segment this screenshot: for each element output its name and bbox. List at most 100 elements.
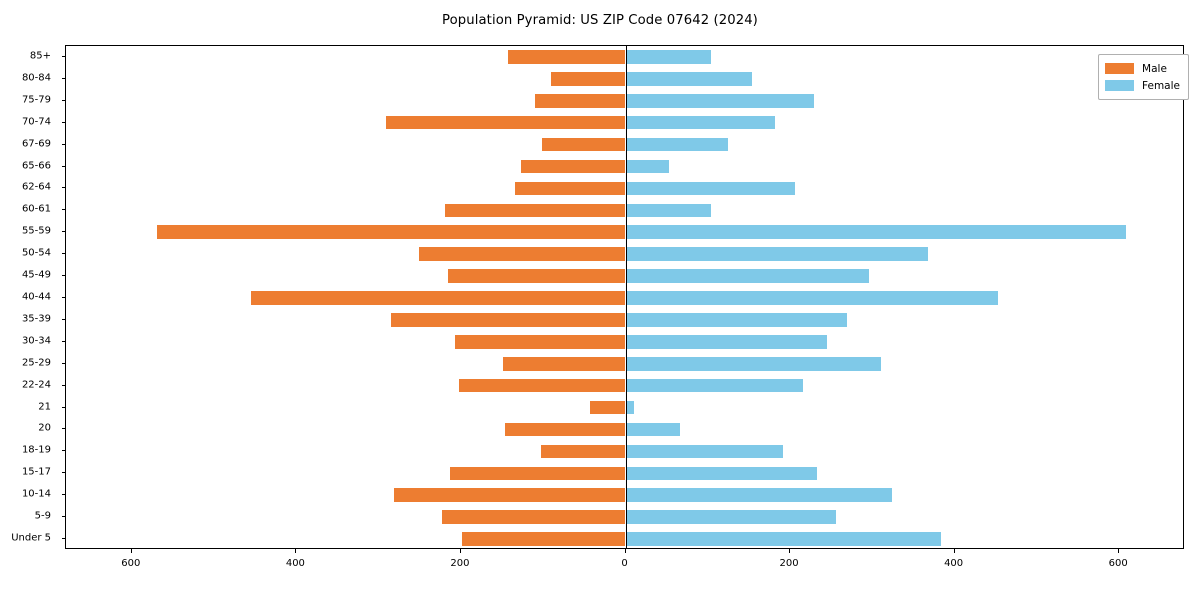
bar-row xyxy=(66,532,1183,546)
y-tick-mark xyxy=(61,99,65,101)
bar-row xyxy=(66,247,1183,261)
bar-male xyxy=(157,225,626,240)
bar-row xyxy=(66,269,1183,283)
legend-swatch-icon xyxy=(1105,80,1135,91)
bar-female xyxy=(625,378,804,393)
bar-row xyxy=(66,466,1183,481)
bar-male xyxy=(507,50,626,64)
bar-female xyxy=(625,225,1126,240)
y-tick-mark xyxy=(61,340,65,342)
bar-row xyxy=(66,203,1183,218)
y-tick-label: 62-64 xyxy=(21,181,51,193)
x-axis: 600 400 200 0 200 400 600 xyxy=(0,549,1200,589)
bar-male xyxy=(455,335,626,349)
y-tick-mark xyxy=(61,143,65,145)
bar-male xyxy=(394,488,626,502)
bar-row xyxy=(66,400,1183,415)
bar-male xyxy=(442,510,626,524)
bar-male xyxy=(502,356,626,371)
y-tick-label: 45-49 xyxy=(21,269,51,281)
bar-female xyxy=(625,291,999,305)
y-tick-label: Under 5 xyxy=(11,532,51,544)
bar-female xyxy=(625,93,814,108)
bar-row xyxy=(66,72,1183,86)
y-tick-mark xyxy=(61,209,65,211)
y-tick-label: 50-54 xyxy=(21,247,51,259)
bar-female xyxy=(625,488,893,502)
x-tick-label: 600 xyxy=(121,558,141,569)
y-tick-mark xyxy=(61,472,65,474)
bar-male xyxy=(450,466,626,481)
bar-row xyxy=(66,291,1183,305)
y-tick-mark xyxy=(61,55,65,57)
bar-row xyxy=(66,137,1183,152)
bar-row xyxy=(66,444,1183,459)
bar-male xyxy=(590,400,626,415)
x-tick-mark xyxy=(459,549,461,553)
bar-female xyxy=(625,115,776,130)
y-tick-mark xyxy=(61,165,65,167)
y-tick-mark xyxy=(61,231,65,233)
y-tick-label: 67-69 xyxy=(21,138,51,150)
y-tick-label: 60-61 xyxy=(21,203,51,215)
x-tick-mark xyxy=(295,549,297,553)
bar-female xyxy=(625,444,783,459)
y-tick-mark xyxy=(61,253,65,255)
x-tick-label: 200 xyxy=(450,558,470,569)
bar-row xyxy=(66,422,1183,437)
y-tick-label: 25-29 xyxy=(21,357,51,369)
bar-row xyxy=(66,93,1183,108)
y-tick-mark xyxy=(61,297,65,298)
bars-layer xyxy=(66,46,1183,548)
y-tick-label: 40-44 xyxy=(21,291,51,303)
bar-female xyxy=(625,466,818,481)
y-tick-label: 15-17 xyxy=(21,466,51,478)
bar-male xyxy=(391,313,626,327)
bar-female xyxy=(625,72,753,86)
bar-male xyxy=(550,72,626,86)
y-axis: Under 5 5-9 10-14 15-17 18-19 20 21 22-24 25-29 3… xyxy=(0,45,59,549)
bar-male xyxy=(542,137,626,152)
x-tick-label: 200 xyxy=(779,558,799,569)
y-tick-label: 55-59 xyxy=(21,225,51,237)
y-tick-mark xyxy=(61,275,65,277)
bar-male xyxy=(515,181,626,196)
y-tick-mark xyxy=(61,494,65,496)
zero-axis-line xyxy=(625,46,627,548)
bar-female xyxy=(625,400,634,415)
y-tick-mark xyxy=(61,538,65,540)
bar-male xyxy=(251,291,626,305)
bar-male xyxy=(505,422,626,437)
bar-male xyxy=(521,159,626,174)
x-tick-mark xyxy=(953,549,955,553)
y-tick-mark xyxy=(61,362,65,364)
bar-male xyxy=(459,378,626,393)
bar-female xyxy=(625,269,870,283)
y-tick-mark xyxy=(61,318,65,320)
y-tick-label: 80-84 xyxy=(21,72,51,84)
bar-row xyxy=(66,335,1183,349)
y-tick-label: 65-66 xyxy=(21,160,51,172)
bar-female xyxy=(625,510,837,524)
legend-swatch-icon xyxy=(1105,63,1135,74)
bar-row xyxy=(66,181,1183,196)
x-tick-label: 0 xyxy=(621,558,628,569)
bar-female xyxy=(625,181,795,196)
y-tick-mark xyxy=(61,450,65,452)
y-tick-mark xyxy=(61,384,65,386)
x-tick-label: 400 xyxy=(944,558,964,569)
bar-female xyxy=(625,50,712,64)
bar-male xyxy=(461,532,626,546)
plot-area xyxy=(65,45,1184,549)
bar-female xyxy=(625,203,712,218)
x-tick-mark xyxy=(789,549,791,553)
bar-female xyxy=(625,422,680,437)
y-tick-label: 35-39 xyxy=(21,313,51,325)
x-tick-label: 600 xyxy=(1108,558,1128,569)
y-tick-mark xyxy=(61,406,65,408)
y-tick-mark xyxy=(61,187,65,189)
bar-row xyxy=(66,225,1183,240)
x-tick-mark xyxy=(130,549,132,553)
bar-male xyxy=(534,93,626,108)
